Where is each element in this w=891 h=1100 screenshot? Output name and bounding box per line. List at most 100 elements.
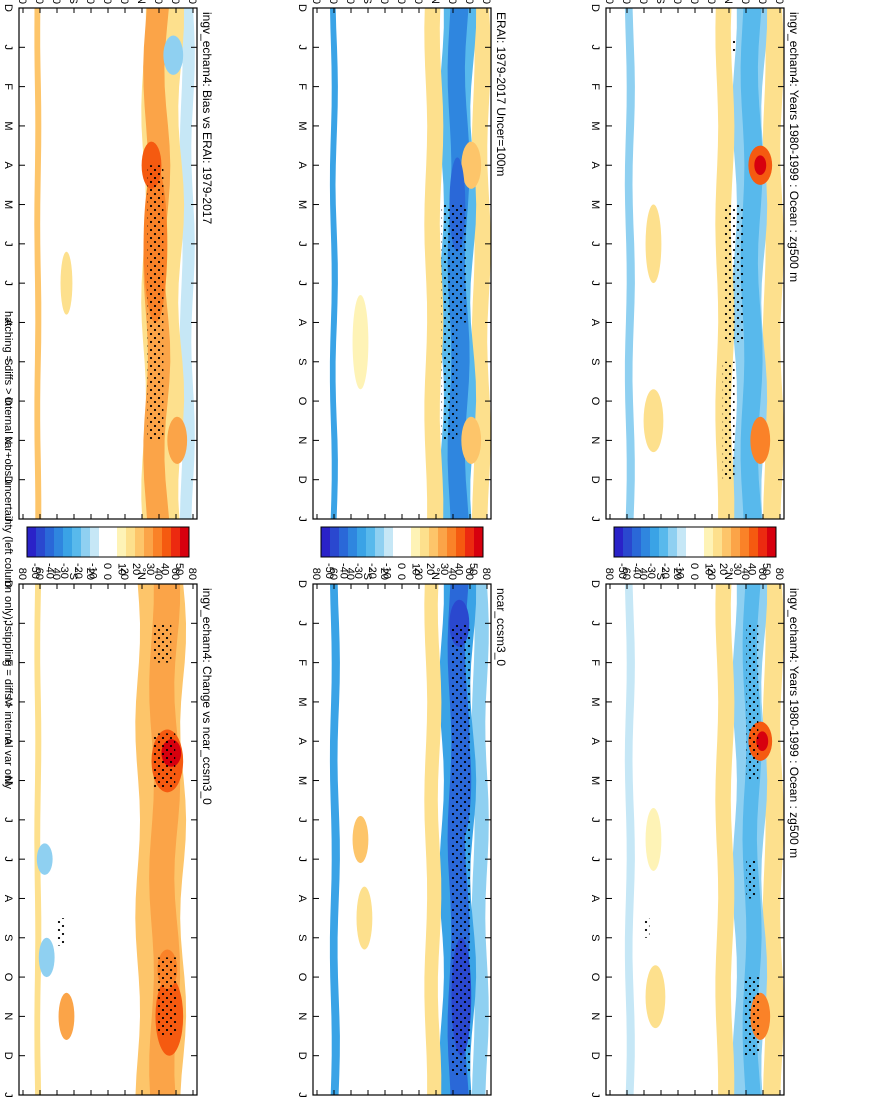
y-tick-label: 0 — [395, 0, 407, 4]
y-tick-label: 20 — [671, 0, 683, 4]
y-tick-label: 40 — [152, 568, 164, 580]
colorbar-label: 20 — [130, 563, 142, 575]
colorbar-swatch — [116, 527, 126, 557]
colorbar-swatch — [622, 527, 632, 557]
x-tick-label: D — [296, 4, 308, 12]
colorbar-swatch — [613, 527, 623, 557]
x-tick-label: M — [2, 776, 14, 785]
colorbar-label: -10 — [87, 563, 99, 579]
panel-title: ingv_echam4: Change vs ncar_ccsm3_0 — [200, 588, 214, 805]
colorbar-label: 10 — [115, 563, 127, 575]
x-tick-label: J — [296, 621, 308, 627]
y-tick-label: 20 — [412, 0, 424, 4]
x-tick-label: F — [589, 83, 601, 90]
contour-blob — [750, 416, 771, 464]
x-tick-label: M — [589, 776, 601, 785]
colorbar-label: 20 — [424, 563, 436, 575]
y-tick-label: 80 — [186, 568, 198, 580]
y-tick-label: °S — [361, 568, 373, 580]
x-tick-label: N — [296, 436, 308, 444]
colorbar-swatch — [107, 527, 117, 557]
colorbar-swatch — [658, 527, 668, 557]
x-tick-label: J — [296, 516, 308, 522]
colorbar-label: 40 — [159, 563, 171, 575]
contour-band — [424, 584, 442, 1095]
colorbar-swatch — [419, 527, 429, 557]
stippling — [746, 623, 759, 781]
contour-blob — [754, 155, 767, 176]
colorbar-swatch — [676, 527, 686, 557]
x-tick-label: F — [296, 659, 308, 666]
panel-p4: ncar_ccsm3_0 D J F M A M J J A S O N D J 80 60 40 °N 20 0 20 °… — [296, 568, 508, 1098]
x-tick-label: N — [2, 436, 14, 444]
colorbar-swatch — [329, 527, 339, 557]
x-tick-label: J — [296, 45, 308, 51]
x-tick-label: J — [296, 856, 308, 862]
x-tick-label: D — [589, 4, 601, 12]
y-tick-label: 20 — [412, 568, 424, 580]
colorbar-swatch — [473, 527, 483, 557]
x-tick-label: A — [2, 738, 14, 746]
colorbar-label: 10 — [409, 563, 421, 575]
y-tick-label: °S — [361, 0, 373, 4]
y-tick-label: 80 — [186, 0, 198, 4]
y-tick-label: 60 — [463, 0, 475, 4]
colorbar-label: -40 — [630, 563, 642, 579]
colorbar-swatch — [53, 527, 63, 557]
x-tick-label: M — [589, 697, 601, 706]
x-tick-label: J — [2, 241, 14, 247]
x-tick-label: A — [589, 319, 601, 327]
x-tick-label: M — [296, 121, 308, 130]
y-tick-label: °N — [722, 0, 734, 4]
x-tick-label: S — [296, 358, 308, 365]
contour-blob — [645, 965, 666, 1029]
colorbar-swatch — [152, 527, 162, 557]
contour-band — [329, 8, 338, 519]
stippling — [746, 859, 757, 899]
colorbar-swatch — [35, 527, 45, 557]
y-tick-label: 60 — [327, 0, 339, 4]
x-tick-label: A — [296, 895, 308, 903]
x-tick-label: J — [589, 516, 601, 522]
y-tick-label: 80 — [16, 568, 28, 580]
colorbar-swatch — [143, 527, 153, 557]
x-tick-label: D — [2, 4, 14, 12]
x-tick-label: O — [589, 397, 601, 406]
plot-area — [312, 583, 492, 1096]
y-tick-label: 80 — [603, 0, 615, 4]
x-tick-label: M — [296, 200, 308, 209]
colorbar-label: 0 — [688, 563, 700, 569]
x-tick-label: O — [296, 973, 308, 982]
x-tick-label: J — [589, 1092, 601, 1098]
colorbar-swatch — [71, 527, 81, 557]
y-tick-label: °S — [654, 568, 666, 580]
x-tick-label: S — [589, 934, 601, 941]
y-tick-label: 20 — [84, 0, 96, 4]
contour-band — [34, 584, 42, 1095]
y-tick-label: 60 — [463, 568, 475, 580]
colorbar-swatch — [428, 527, 438, 557]
y-tick-label: 20 — [118, 0, 130, 4]
colorbar-swatch — [649, 527, 659, 557]
panel-p5: ingv_echam4: Bias vs ERAI: 1979-2017 D J F M… — [2, 0, 214, 579]
colorbar-swatch — [748, 527, 758, 557]
contour-blob — [352, 815, 369, 864]
y-tick-label: °N — [722, 568, 734, 580]
contour-blob — [163, 35, 184, 75]
colorbar-label: -40 — [337, 563, 349, 579]
x-tick-label: M — [589, 200, 601, 209]
x-tick-label: A — [589, 738, 601, 746]
x-tick-label: J — [296, 1092, 308, 1098]
y-tick-label: 40 — [637, 0, 649, 4]
colorbar-swatch — [89, 527, 99, 557]
footnote: hatching = diffs > internal var+obs unce… — [2, 311, 14, 790]
x-tick-label: J — [2, 45, 14, 51]
x-tick-label: D — [296, 476, 308, 484]
x-tick-label: N — [589, 1012, 601, 1020]
x-tick-label: O — [2, 397, 14, 406]
colorbar-swatch — [667, 527, 677, 557]
stippling — [441, 204, 468, 323]
stippling — [56, 918, 65, 946]
contour-blob — [645, 204, 662, 284]
